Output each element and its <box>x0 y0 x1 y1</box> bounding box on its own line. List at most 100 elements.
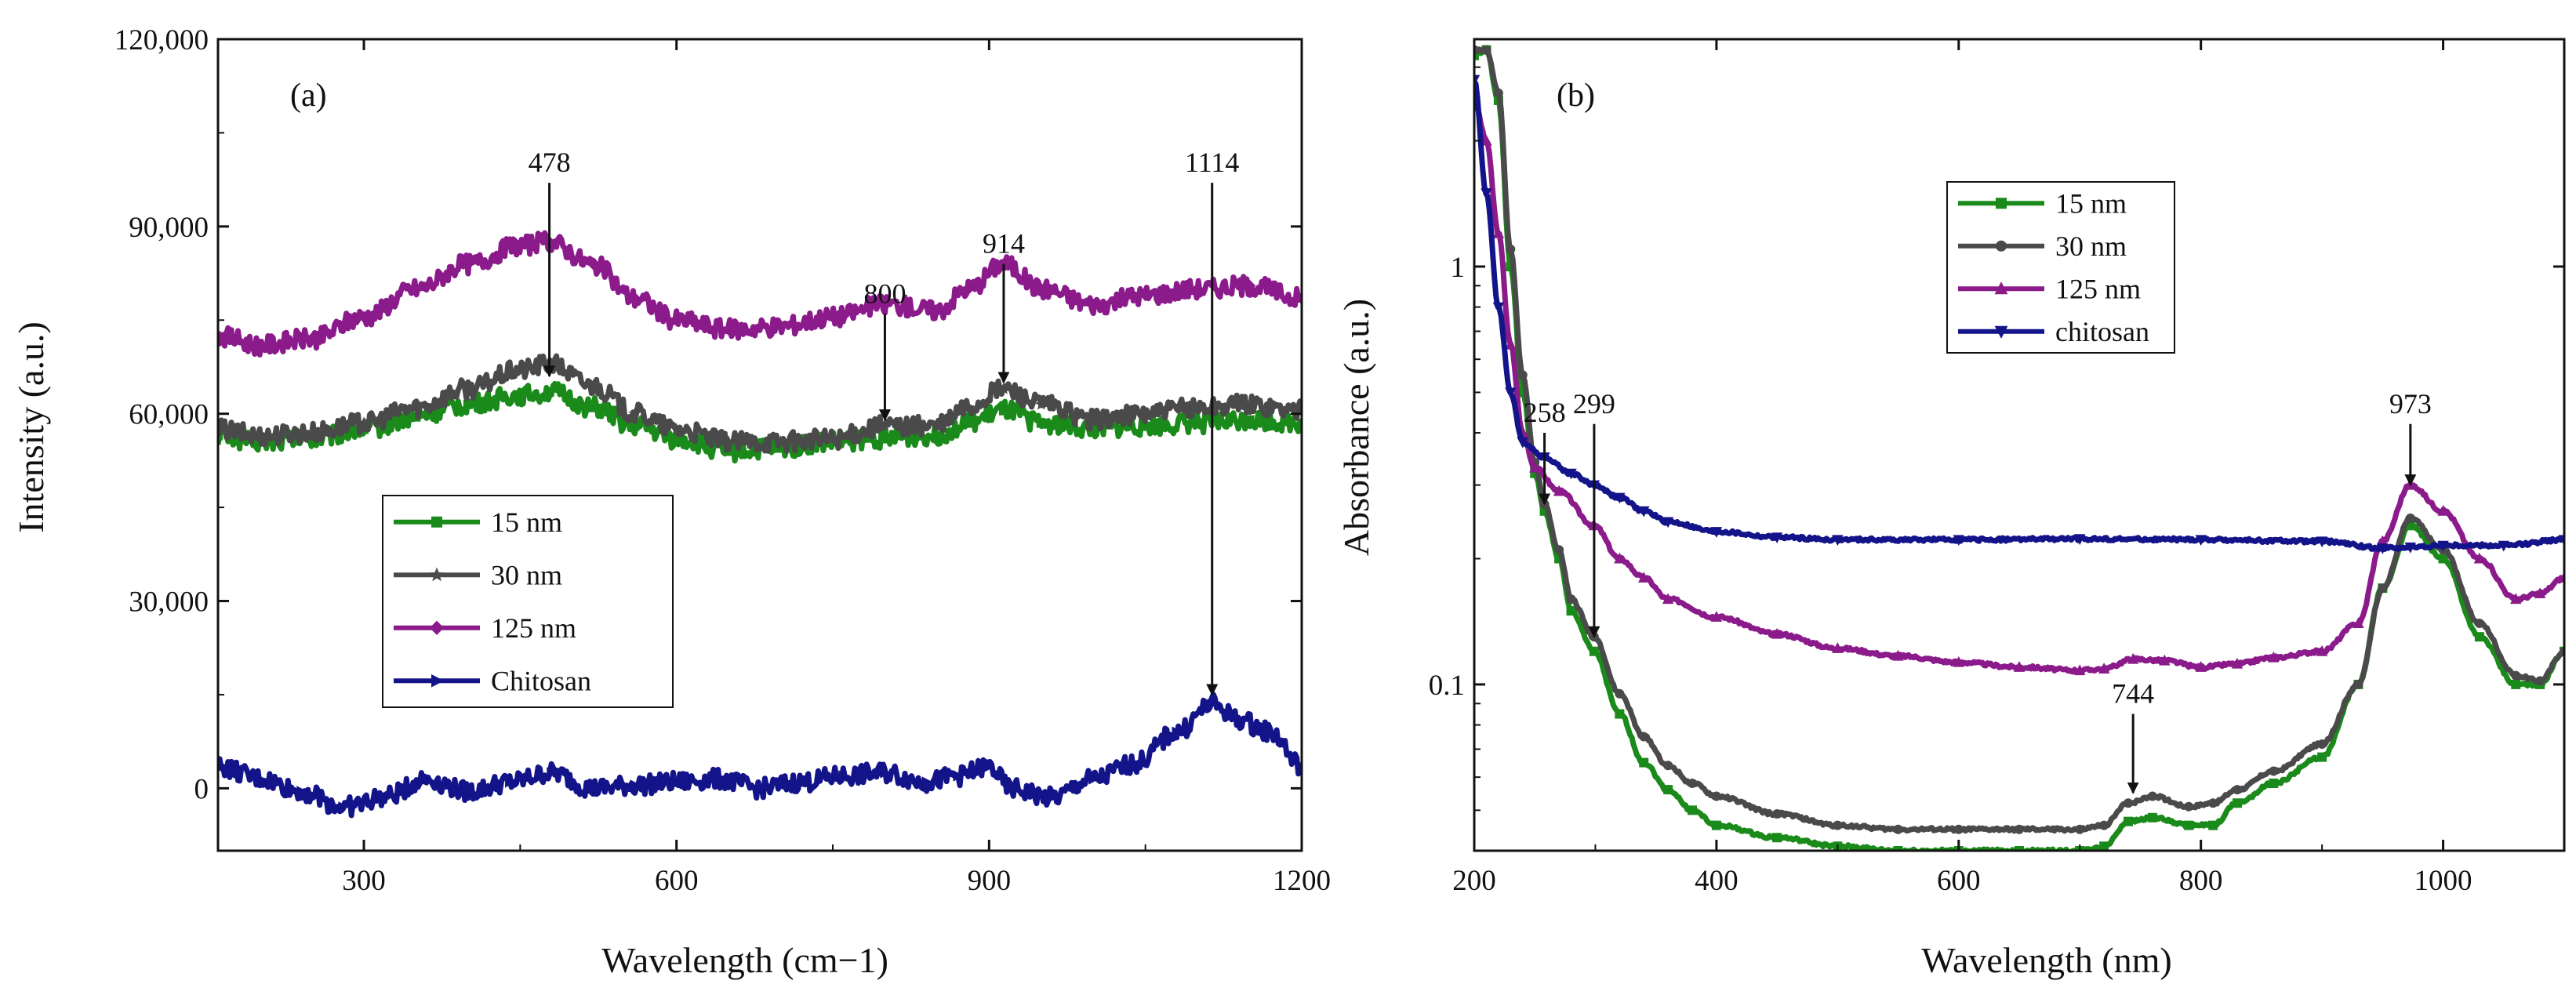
data-point <box>2535 676 2545 686</box>
y-tick-label: 60,000 <box>129 399 209 431</box>
x-tick-label: 400 <box>1695 865 1739 897</box>
data-point <box>2015 846 2024 851</box>
legend-label: 30 nm <box>491 559 562 590</box>
data-point <box>2438 554 2448 564</box>
legend-marker <box>1994 325 2008 339</box>
data-point <box>2317 739 2327 749</box>
data-point <box>1688 778 1697 788</box>
data-point <box>1517 370 1528 380</box>
legend-label: 125 nm <box>2055 273 2141 304</box>
annotation-label: 914 <box>983 228 1025 260</box>
data-point <box>544 387 554 397</box>
data-point <box>1505 387 1517 399</box>
data-point <box>2511 679 2521 689</box>
data-point <box>1662 517 1674 528</box>
chart-panel-b: (b) Absorbance (a.u.) Wavelength (nm) 20… <box>1336 38 2566 980</box>
data-point <box>2316 536 2328 548</box>
annotation-label: 299 <box>1573 388 1615 419</box>
data-point <box>1638 572 1650 583</box>
data-point <box>1953 824 1964 834</box>
annotation-label: 478 <box>529 147 571 178</box>
data-point <box>587 379 600 391</box>
data-point <box>1771 627 1783 639</box>
data-point <box>1771 532 1783 544</box>
chart-panel-a: (a) Intensity (a.u.) Wavelength (cm−1) 3… <box>11 24 1331 980</box>
data-point <box>463 399 473 409</box>
data-point <box>1710 611 1723 622</box>
y-tick-label: 30,000 <box>129 586 209 619</box>
data-point <box>1047 792 1058 804</box>
data-point <box>1639 732 1649 742</box>
data-point <box>630 421 640 431</box>
series-line <box>1474 46 2564 834</box>
legend-label: 15 nm <box>491 507 562 538</box>
data-point <box>2474 632 2484 642</box>
data-point <box>1139 407 1152 419</box>
panel-label-a: (a) <box>290 78 327 114</box>
x-tick-label: 600 <box>1937 865 1981 897</box>
data-point <box>2377 535 2389 547</box>
annotation-label: 1114 <box>1185 147 1239 178</box>
data-point <box>421 773 433 785</box>
data-point <box>878 298 892 311</box>
data-point <box>358 310 370 324</box>
data-point <box>1772 809 1782 819</box>
data-point <box>998 405 1008 416</box>
data-point <box>774 320 787 333</box>
data-point <box>515 390 525 400</box>
data-point <box>1711 820 1721 830</box>
y-tick-label: 1 <box>1451 252 1466 284</box>
data-point <box>1833 820 1843 830</box>
data-point <box>2377 543 2389 554</box>
data-point <box>1087 413 1100 426</box>
data-point <box>880 767 892 779</box>
data-point <box>880 434 890 444</box>
annotation-label: 258 <box>1524 397 1566 428</box>
data-point <box>461 382 474 394</box>
x-tick-label: 1200 <box>1273 865 1331 897</box>
data-point <box>670 423 683 435</box>
data-point <box>218 423 224 435</box>
data-point <box>2013 661 2026 672</box>
data-point <box>961 282 975 296</box>
data-point <box>1481 134 1492 146</box>
annotation-label: 744 <box>2112 678 2154 710</box>
data-point <box>514 238 527 252</box>
data-point <box>588 783 600 794</box>
data-point <box>1243 398 1256 410</box>
legend-label: Chitosan <box>491 665 591 696</box>
data-point <box>296 786 308 797</box>
data-point <box>2184 820 2194 830</box>
data-point <box>2378 583 2388 594</box>
data-point <box>358 416 370 429</box>
data-point <box>338 801 350 813</box>
data-point <box>1295 292 1302 305</box>
data-point <box>587 257 600 271</box>
data-point <box>2353 617 2364 629</box>
series-line <box>218 353 1302 454</box>
data-point <box>1191 282 1204 296</box>
data-point <box>2195 535 2207 547</box>
x-axis-title-a: Wavelength (cm−1) <box>601 940 888 980</box>
data-point <box>722 435 736 448</box>
data-point <box>713 773 725 785</box>
data-point <box>774 435 787 448</box>
data-point <box>2268 651 2280 663</box>
data-point <box>2208 798 2218 808</box>
data-point <box>1087 298 1100 311</box>
data-point <box>2195 661 2207 672</box>
data-point <box>2233 785 2242 795</box>
data-point <box>671 776 683 788</box>
data-point <box>1662 593 1674 605</box>
x-tick-label: 300 <box>342 865 386 897</box>
legend-a: 15 nm 30 nm 125 nm Chitosan <box>382 495 674 708</box>
data-point <box>1614 552 1626 564</box>
data-point <box>1493 88 1503 98</box>
data-point <box>2074 664 2086 676</box>
data-point <box>2208 820 2218 830</box>
data-point <box>1492 302 1505 314</box>
data-point <box>1832 642 1844 653</box>
legend-box <box>1946 181 2175 354</box>
legend-marker <box>431 516 442 528</box>
data-point <box>2269 766 2279 776</box>
